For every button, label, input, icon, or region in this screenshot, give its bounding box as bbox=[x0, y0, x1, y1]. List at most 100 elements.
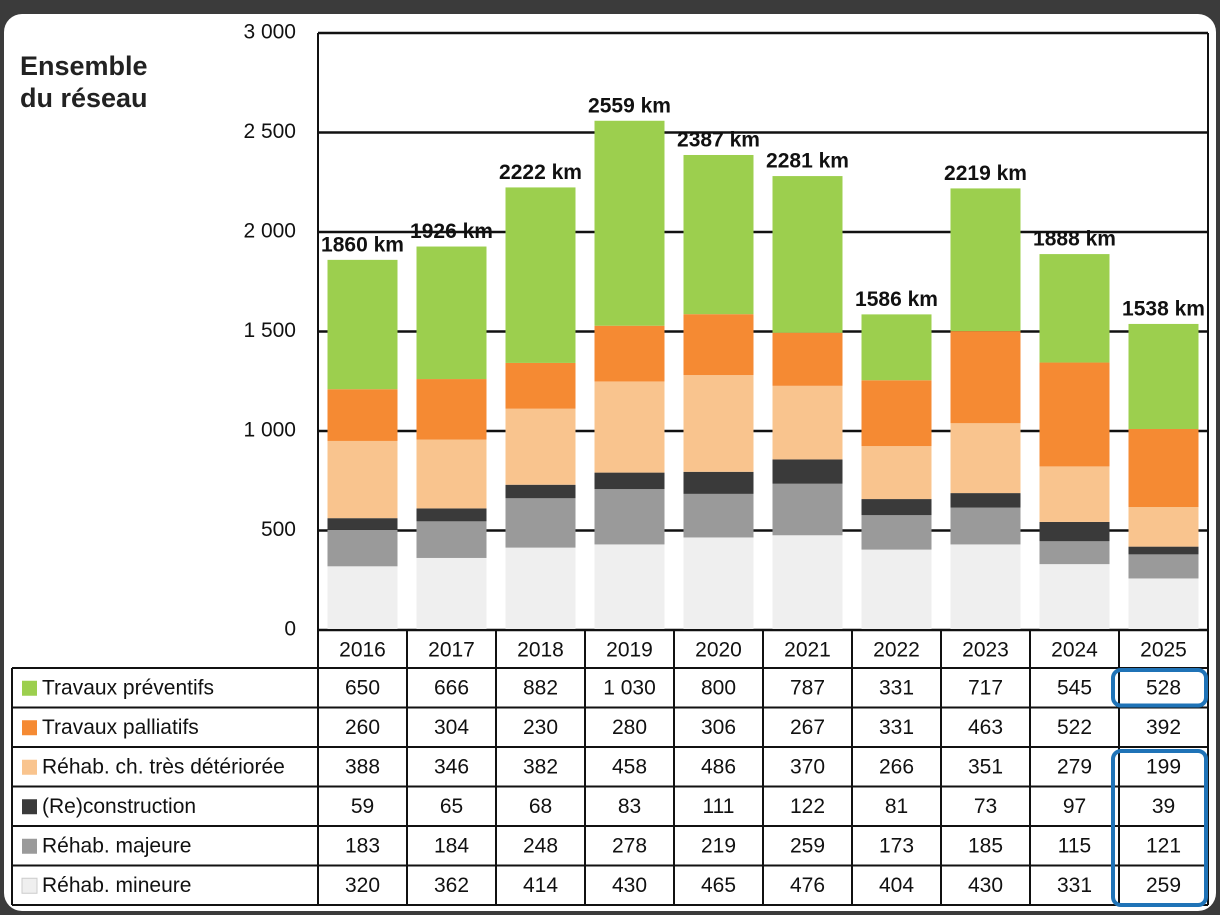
total-label: 2387 km bbox=[677, 129, 760, 152]
bar-segment bbox=[861, 380, 932, 447]
bar-segment bbox=[327, 440, 398, 519]
legend-swatch bbox=[22, 680, 37, 696]
bar-segment bbox=[327, 389, 398, 441]
table-cell: 320 bbox=[345, 874, 380, 897]
bar-segment bbox=[950, 507, 1021, 545]
y-tick-label: 1 500 bbox=[243, 319, 296, 342]
legend-swatch bbox=[22, 720, 37, 736]
bar-segment bbox=[683, 314, 754, 376]
bar-segment bbox=[1039, 254, 1110, 363]
table-cell: 463 bbox=[968, 716, 1003, 739]
total-label: 1926 km bbox=[410, 220, 493, 243]
bar-segment bbox=[950, 544, 1021, 630]
legend-label: Réhab. majeure bbox=[42, 834, 191, 857]
table-cell: 278 bbox=[612, 834, 647, 857]
table-cell: 259 bbox=[790, 834, 825, 857]
table-cell: 115 bbox=[1058, 834, 1091, 857]
table-cell: 260 bbox=[345, 716, 380, 739]
total-label: 2559 km bbox=[588, 94, 671, 117]
table-cell: 650 bbox=[345, 676, 380, 699]
table-cell: 392 bbox=[1146, 716, 1181, 739]
table-cell: 346 bbox=[434, 755, 469, 778]
total-label: 1586 km bbox=[855, 288, 938, 311]
chart-title: Ensemble du réseau bbox=[20, 51, 148, 113]
table-cell: 414 bbox=[523, 874, 558, 897]
table-cell: 351 bbox=[968, 755, 1003, 778]
bar-segment bbox=[1039, 466, 1110, 522]
bar-segment bbox=[594, 325, 665, 382]
bar-segment bbox=[950, 493, 1021, 508]
bar-segment bbox=[1128, 507, 1199, 547]
legend-label: (Re)construction bbox=[42, 795, 196, 818]
total-label: 1538 km bbox=[1122, 297, 1205, 320]
bar-segment bbox=[683, 375, 754, 472]
table-cell: 248 bbox=[523, 834, 558, 857]
table-cell: 430 bbox=[968, 874, 1003, 897]
bar-segment bbox=[505, 498, 576, 548]
table-cell: 173 bbox=[879, 834, 914, 857]
table-cell: 465 bbox=[701, 874, 736, 897]
bar-segment bbox=[772, 385, 843, 460]
bar-segment bbox=[327, 529, 398, 567]
table-cell: 382 bbox=[523, 755, 558, 778]
table-cell: 1 030 bbox=[603, 676, 656, 699]
table-cell: 83 bbox=[618, 795, 641, 818]
bar-segment bbox=[416, 521, 487, 558]
highlight-box bbox=[1111, 668, 1208, 708]
table-cell: 81 bbox=[885, 795, 908, 818]
table-cell: 279 bbox=[1057, 755, 1092, 778]
legend-swatch bbox=[22, 799, 37, 815]
legend-swatch bbox=[21, 877, 38, 894]
bar-segment bbox=[1128, 429, 1199, 508]
table-cell: 68 bbox=[529, 795, 552, 818]
legend-label: Travaux palliatifs bbox=[42, 716, 199, 739]
bar-segment bbox=[416, 508, 487, 522]
table-cell: 111 bbox=[703, 795, 735, 818]
bar-segment bbox=[1128, 578, 1199, 630]
bar-segment bbox=[861, 549, 932, 630]
table-cell: 304 bbox=[434, 716, 469, 739]
bar-segment bbox=[772, 332, 843, 386]
bar-segment bbox=[950, 188, 1021, 332]
table-cell: 528 bbox=[1146, 676, 1181, 699]
bar-segment bbox=[683, 493, 754, 538]
table-cell: 185 bbox=[968, 834, 1003, 857]
bar-segment bbox=[327, 259, 398, 390]
bar-segment bbox=[1128, 323, 1199, 430]
bar-segment bbox=[505, 408, 576, 485]
bar-segment bbox=[1039, 564, 1110, 630]
y-tick-label: 2 000 bbox=[243, 220, 296, 243]
bar-segment bbox=[861, 446, 932, 500]
bar-segment bbox=[1039, 362, 1110, 467]
bar-segment bbox=[594, 489, 665, 545]
bar-segment bbox=[594, 381, 665, 473]
bar-segment bbox=[772, 459, 843, 484]
table-cell: 184 bbox=[434, 834, 469, 857]
table-cell: 331 bbox=[879, 716, 914, 739]
bar-segment bbox=[861, 499, 932, 516]
table-cell: 522 bbox=[1057, 716, 1092, 739]
table-cell: 266 bbox=[879, 755, 914, 778]
bar-segment bbox=[861, 515, 932, 550]
legend-label: Réhab. mineure bbox=[42, 874, 191, 897]
table-cell: 882 bbox=[523, 676, 558, 699]
legend-swatch bbox=[22, 759, 37, 775]
table-cell: 388 bbox=[345, 755, 380, 778]
bar-segment bbox=[772, 483, 843, 536]
bar-segment bbox=[1128, 554, 1199, 579]
table-cell: 800 bbox=[701, 676, 736, 699]
y-tick-label: 1 000 bbox=[243, 419, 296, 442]
bar-segment bbox=[594, 544, 665, 630]
table-cell: 717 bbox=[968, 676, 1003, 699]
table-cell: 545 bbox=[1057, 676, 1092, 699]
table-cell: 121 bbox=[1146, 834, 1181, 857]
bar-segment bbox=[1128, 546, 1199, 555]
x-tick-label: 2019 bbox=[606, 639, 653, 662]
x-tick-label: 2016 bbox=[339, 639, 386, 662]
table-cell: 219 bbox=[701, 834, 736, 857]
y-tick-label: 500 bbox=[261, 518, 296, 541]
table-cell: 331 bbox=[879, 676, 914, 699]
bar-segment bbox=[950, 423, 1021, 494]
